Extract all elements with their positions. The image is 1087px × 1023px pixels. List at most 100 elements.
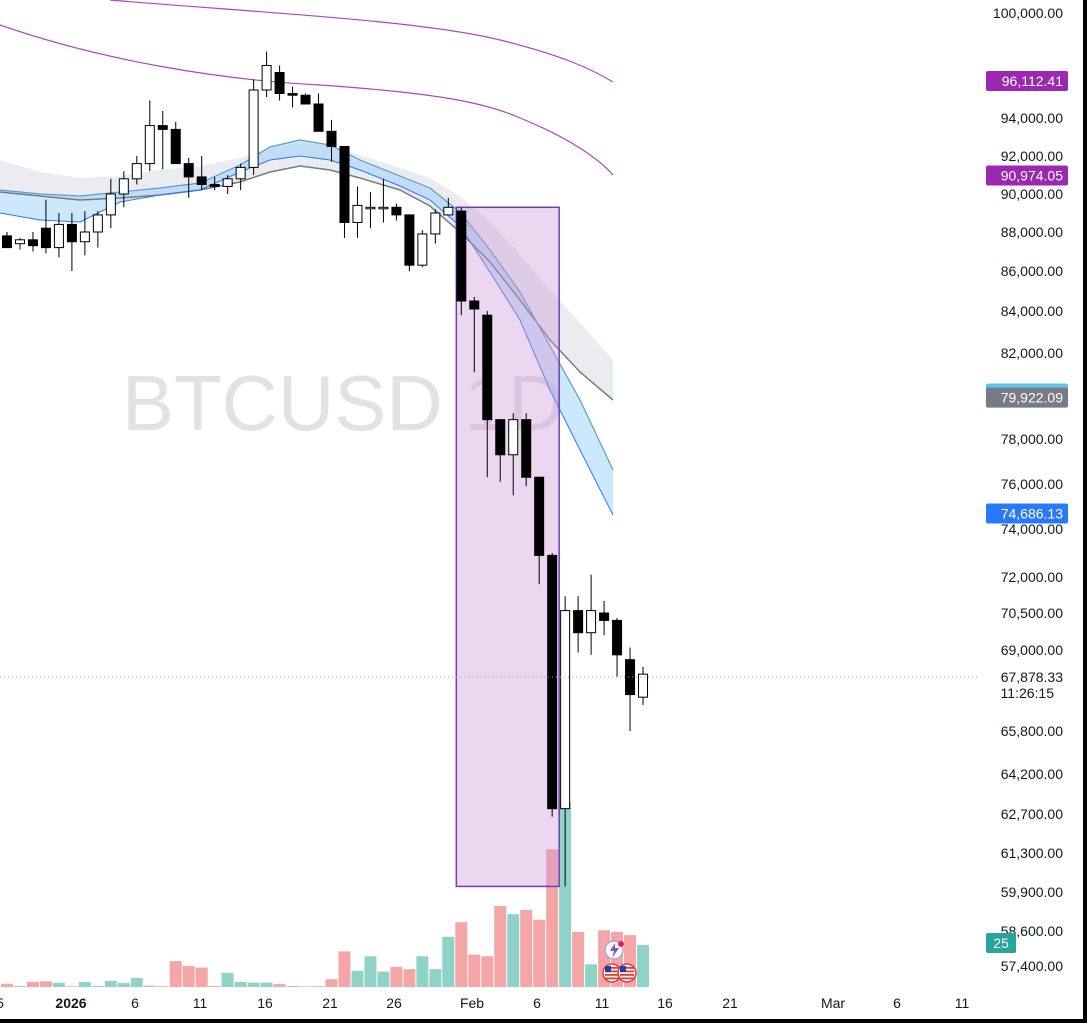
candle-body (599, 612, 610, 621)
candle-body (300, 94, 311, 105)
candle-body (170, 128, 181, 165)
flag-stripe (605, 974, 619, 976)
price-tick-label: 59,900.00 (1001, 884, 1063, 900)
volume-badge-text: 25 (993, 935, 1009, 951)
event-markers[interactable] (602, 940, 637, 983)
price-axis[interactable]: 100,000.00 94,000.00 92,000.00 90,000.00 88,… (993, 5, 1063, 974)
volume-bar (286, 986, 299, 987)
volume-bar (260, 982, 273, 987)
price-badge (986, 503, 1068, 524)
candle-body (144, 125, 155, 165)
candle-body (157, 125, 168, 130)
candle-body (456, 210, 467, 302)
candle-body (66, 223, 77, 243)
time-tick-label: 6 (131, 995, 139, 1011)
candle-body (40, 227, 51, 249)
candle-body (625, 659, 636, 696)
time-tick-label: Feb (460, 995, 484, 1011)
candle-body (352, 204, 363, 223)
candle-body (638, 673, 649, 698)
price-badge-text: 74,686.13 (1001, 506, 1063, 522)
candle-body (14, 239, 25, 245)
candle-body (586, 610, 597, 634)
candle-body (313, 103, 324, 132)
price-badge (986, 71, 1068, 92)
price-tick-label: 62,700.00 (1001, 806, 1063, 822)
price-badge (986, 387, 1068, 408)
envelope-lines (0, 0, 614, 176)
volume-bar (169, 961, 182, 987)
candle-body (2, 235, 12, 249)
volume-bar (338, 951, 351, 987)
flag-canton (620, 966, 626, 972)
flash-icon[interactable] (604, 940, 624, 960)
grey-ma-line (0, 165, 614, 401)
volume-bar (273, 984, 286, 987)
volume-bar (312, 986, 325, 987)
flag-stripe (605, 977, 619, 980)
price-tick-label: 100,000.00 (993, 5, 1063, 21)
time-axis[interactable]: 5 2026 6 11 16 21 26 Feb 6 11 16 21 Mar 6 11 (0, 995, 969, 1011)
time-tick-label: 21 (722, 995, 738, 1011)
candle-body (105, 193, 116, 216)
volume-bar (468, 954, 481, 987)
candle-body (365, 206, 376, 210)
candle-body (469, 300, 480, 310)
time-tick-label: 16 (657, 995, 673, 1011)
price-tick-label: 78,000.00 (1001, 431, 1063, 447)
candle-body (287, 93, 298, 96)
volume-bar (390, 966, 403, 987)
flag-stripe (620, 970, 634, 973)
volume-bar (637, 944, 650, 987)
price-tick-label: 88,000.00 (1001, 224, 1063, 240)
flash-bolt (610, 943, 619, 958)
candle-body (118, 178, 129, 195)
volume-bar (455, 922, 468, 987)
flag-stripe (620, 967, 634, 969)
volume-bar (130, 977, 143, 987)
candle-body (261, 65, 272, 91)
candle-body (573, 610, 584, 634)
volume-bar (429, 969, 442, 987)
candle-body (534, 476, 545, 556)
candle-body (235, 166, 246, 180)
volume-bar (1, 983, 13, 987)
time-tick-label: 21 (322, 995, 338, 1011)
volume-bar (351, 970, 364, 987)
price-tick-label: 69,000.00 (1001, 642, 1063, 658)
price-tick-label: 94,000.00 (1001, 110, 1063, 126)
volume-bar (364, 956, 377, 987)
candle-body (222, 178, 233, 187)
volume-bar (416, 956, 429, 987)
volume-bars (1, 802, 650, 987)
candle-body (326, 130, 337, 148)
volume-bar (546, 849, 559, 987)
volume-bar (208, 986, 221, 987)
price-labels: 96,112.4190,974.0580,114.2279,922.0974,6… (986, 71, 1068, 953)
volume-bar (533, 919, 546, 987)
time-tick-label: 11 (955, 995, 970, 1011)
volume-bar (247, 982, 260, 987)
candle-body (274, 72, 285, 94)
us-flag-icon[interactable] (602, 963, 637, 983)
price-badge-text: 90,974.05 (1001, 167, 1063, 183)
candle-body (404, 214, 415, 266)
volume-bar (39, 981, 52, 987)
volume-bar (26, 981, 39, 987)
candle-body (183, 163, 194, 178)
price-tick-label: 82,000.00 (1001, 345, 1063, 361)
volume-bar (494, 906, 507, 987)
candle-body (209, 184, 220, 187)
candle-body (53, 223, 64, 249)
volume-bar (78, 981, 91, 987)
candle-body (27, 239, 38, 247)
candle-body (391, 206, 402, 216)
countdown-label: 11:26:15 (1001, 685, 1055, 701)
price-badge-text: 79,922.09 (1001, 390, 1063, 406)
candle-body (430, 212, 441, 235)
volume-bar (585, 964, 598, 987)
volume-bar (156, 986, 169, 987)
envelope-lower (0, 24, 614, 176)
